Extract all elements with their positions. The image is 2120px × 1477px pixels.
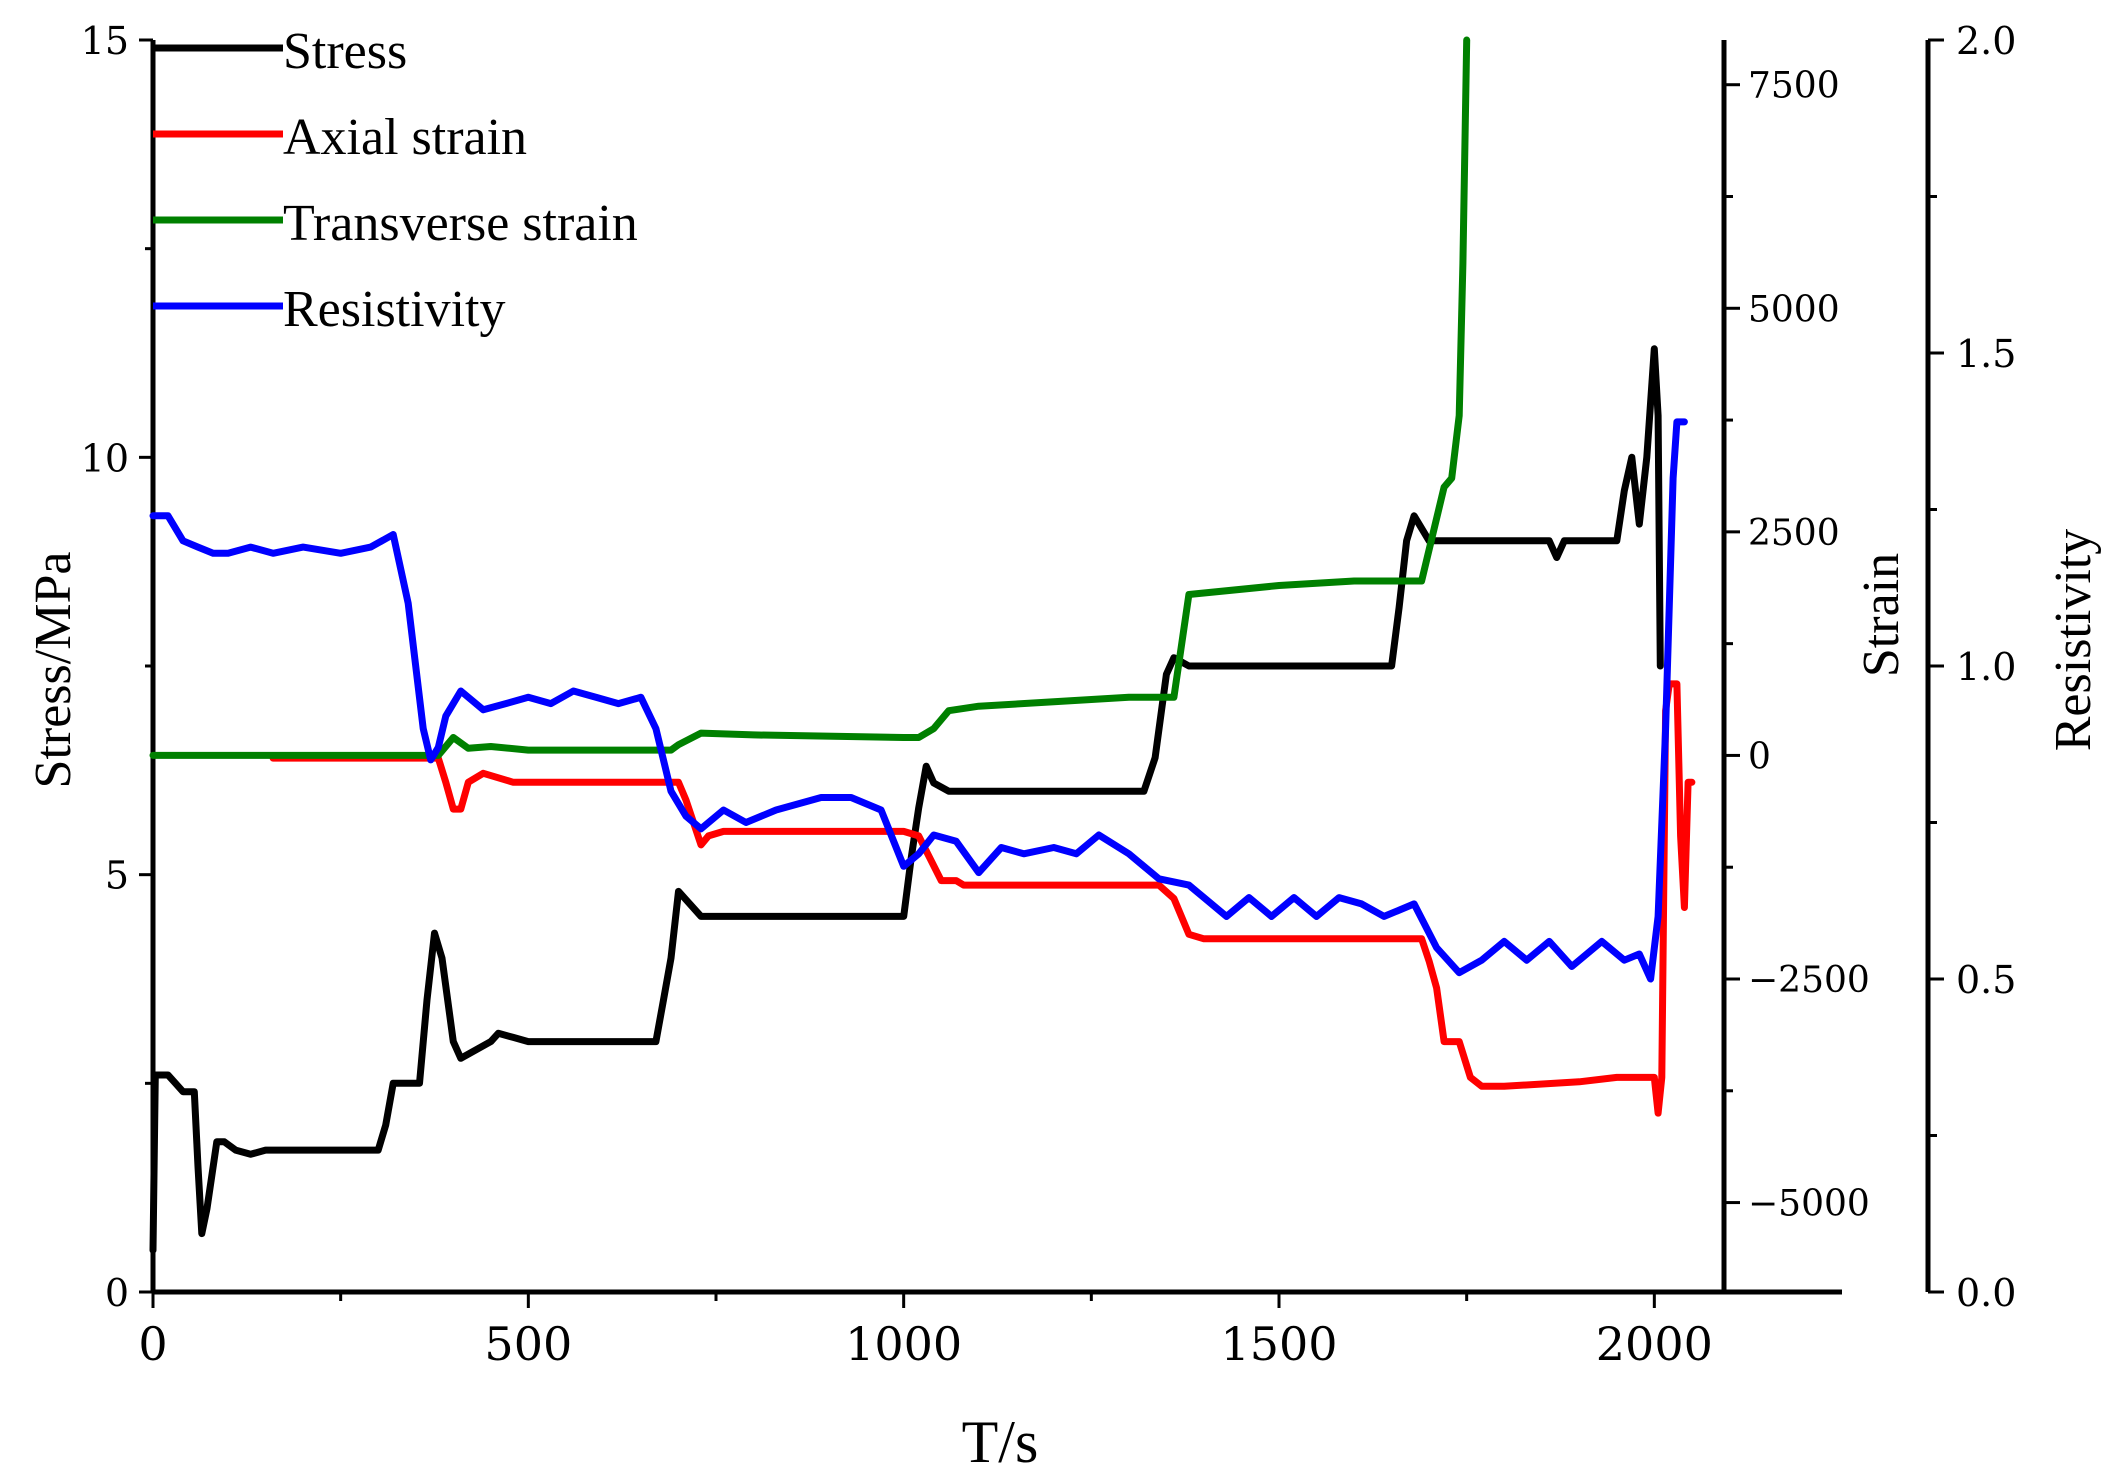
x-tick-label: 1500 xyxy=(1220,1317,1337,1371)
resistivity-tick-label: 0.0 xyxy=(1956,1271,2016,1315)
legend-label: Transverse strain xyxy=(283,195,638,252)
strain-tick-label: −2500 xyxy=(1748,960,1870,1001)
x-tick-label: 2000 xyxy=(1596,1317,1713,1371)
resistivity-tick-label: 1.5 xyxy=(1956,332,2016,376)
stress-tick-label: 10 xyxy=(81,436,129,480)
series-line-stress xyxy=(149,345,1664,1254)
x-tick-label: 0 xyxy=(138,1317,167,1371)
x-tick-label: 1000 xyxy=(845,1317,962,1371)
x-tick-label: 500 xyxy=(484,1317,572,1371)
legend-label: Stress xyxy=(283,23,407,80)
axes-layer: 0 500 1000 1500 2000 0 5 10 15 −5000 −2500 0 2500 500… xyxy=(81,19,2017,1371)
strain-tick-label: 2500 xyxy=(1748,513,1840,554)
strain-tick-label: 7500 xyxy=(1748,66,1840,107)
series-layer xyxy=(149,36,1696,1254)
series-line-resistivity xyxy=(149,418,1688,983)
resistivity-tick-label: 1.0 xyxy=(1956,645,2016,689)
resistivity-tick-label: 2.0 xyxy=(1956,19,2016,63)
stress-tick-label: 5 xyxy=(105,854,129,898)
stress-tick-label: 15 xyxy=(81,19,129,63)
series-line-axial-strain xyxy=(269,680,1696,1117)
strain-axis-title: Strain xyxy=(1853,553,1910,677)
strain-tick-label: 0 xyxy=(1748,736,1771,777)
x-axis-title: T/s xyxy=(962,1409,1039,1475)
strain-tick-label: 5000 xyxy=(1748,289,1840,330)
strain-tick-label: −5000 xyxy=(1748,1184,1870,1225)
legend: Stress Axial strain Transverse strain Resis… xyxy=(153,23,638,338)
resistivity-axis-title: Resistivity xyxy=(2045,529,2102,751)
legend-label: Axial strain xyxy=(283,109,527,166)
resistivity-tick-label: 0.5 xyxy=(1956,958,2016,1002)
stress-axis-title: Stress/MPa xyxy=(25,552,82,789)
legend-label: Resistivity xyxy=(283,281,505,338)
stress-tick-label: 0 xyxy=(105,1271,129,1315)
series-line-transverse-strain xyxy=(149,36,1471,759)
